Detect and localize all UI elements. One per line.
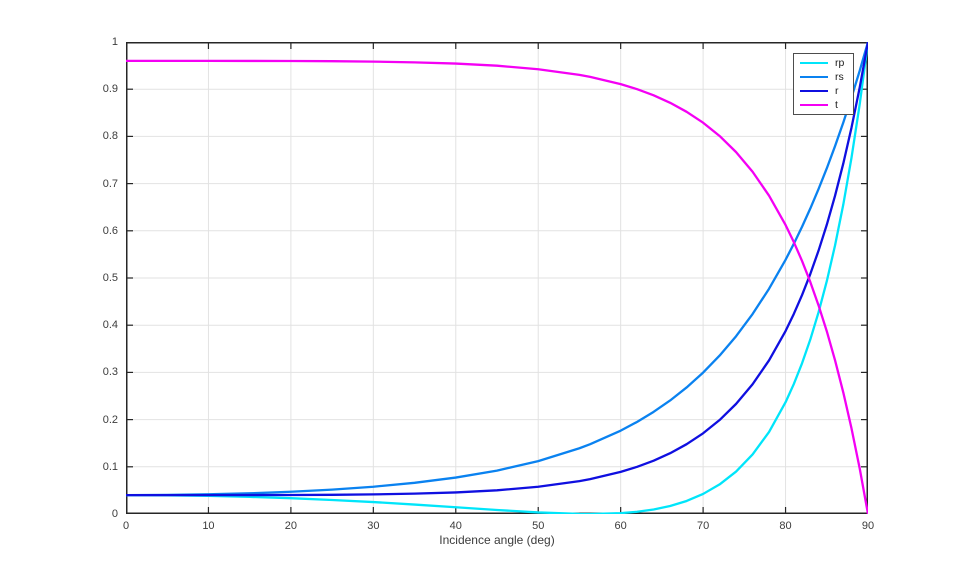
y-tick-label: 0.4 bbox=[102, 319, 118, 332]
y-tick-label: 0.8 bbox=[102, 130, 118, 143]
y-tick-label: 0.7 bbox=[102, 177, 118, 190]
y-tick-label: 0.1 bbox=[102, 460, 118, 473]
series-line-rp bbox=[126, 42, 868, 514]
series-line-t bbox=[126, 59, 868, 514]
legend-item-t: t bbox=[794, 98, 853, 112]
legend-line-sample-rs bbox=[800, 75, 828, 79]
legend-label-t: t bbox=[835, 98, 838, 111]
x-tick-label: 80 bbox=[779, 520, 792, 532]
y-tick-label: 0 bbox=[111, 508, 118, 520]
legend: rp rs r t bbox=[793, 53, 854, 115]
legend-label-r: r bbox=[835, 84, 839, 97]
legend-line-sample-rp bbox=[800, 61, 828, 65]
x-tick-label: 90 bbox=[861, 520, 875, 532]
x-tick-label: 10 bbox=[202, 520, 215, 532]
y-tick-label: 0.5 bbox=[102, 272, 118, 284]
series-line-r bbox=[126, 42, 868, 497]
y-tick-label: 1 bbox=[111, 36, 118, 48]
x-tick-label: 30 bbox=[367, 520, 380, 532]
legend-label-rs: rs bbox=[835, 70, 844, 83]
x-axis-label: Incidence angle (deg) bbox=[439, 533, 555, 547]
x-tick-label: 60 bbox=[614, 520, 627, 532]
legend-line-sample-t bbox=[800, 103, 828, 107]
legend-item-rs: rs bbox=[794, 70, 853, 84]
legend-item-rp: rp bbox=[794, 56, 853, 70]
x-tick-label: 0 bbox=[122, 520, 130, 532]
x-tick-label: 70 bbox=[696, 520, 710, 532]
series-line-rs bbox=[126, 42, 868, 497]
legend-label-rp: rp bbox=[835, 56, 845, 69]
y-tick-label: 0.6 bbox=[102, 224, 118, 237]
legend-item-r: r bbox=[794, 84, 853, 98]
plot-area bbox=[126, 42, 868, 514]
x-tick-label: 50 bbox=[532, 520, 545, 532]
y-tick-label: 0.2 bbox=[102, 413, 118, 426]
y-tick-label: 0.9 bbox=[102, 83, 118, 96]
y-tick-label: 0.3 bbox=[102, 366, 118, 379]
x-tick-label: 20 bbox=[284, 520, 297, 532]
legend-line-sample-r bbox=[800, 89, 828, 93]
x-tick-label: 40 bbox=[449, 520, 462, 532]
